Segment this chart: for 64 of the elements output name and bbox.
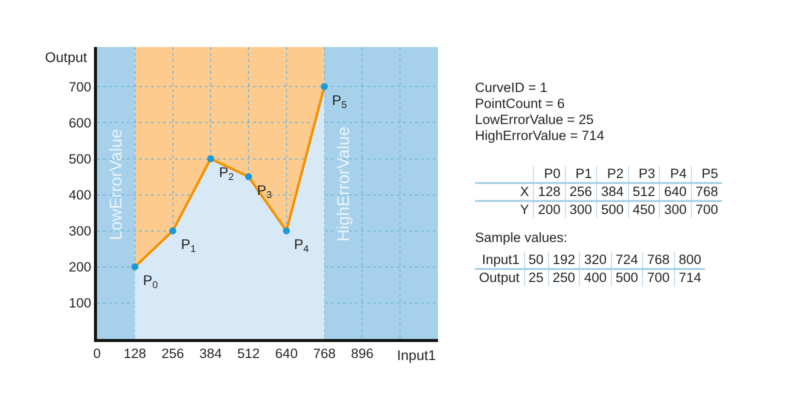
x-tick-label: 512 [237, 346, 260, 362]
x-tick-label: 128 [124, 346, 146, 362]
text: P0 [534, 166, 566, 183]
text: 25 [524, 269, 548, 286]
text: 500 [596, 201, 628, 218]
annotation: P$_{0}$ [143, 272, 158, 291]
text: 800 [674, 252, 706, 269]
y-tick-label: 400 [68, 188, 92, 203]
text: 200 [534, 201, 566, 218]
text: 400 [580, 269, 612, 286]
annotation: P$_{1}$ [181, 236, 196, 255]
text: 700 [642, 269, 674, 286]
y-tick-label: 600 [68, 115, 92, 130]
x-tick-label: 768 [313, 346, 336, 362]
x-axis-title: Input1 [397, 347, 436, 363]
text: P3 [628, 166, 660, 183]
x-tick-label: 384 [199, 346, 222, 362]
text: Input1 [475, 252, 524, 269]
text: P5 [691, 166, 722, 183]
text: P1 [565, 166, 597, 183]
text: 714 [674, 269, 706, 286]
annotation: P$_{5}$ [332, 92, 348, 111]
y-tick-label: 200 [68, 260, 92, 275]
y-tick-label: 500 [68, 151, 92, 166]
text: 640 [660, 183, 692, 201]
text: 320 [580, 252, 612, 269]
text: 250 [548, 269, 580, 286]
text: Output [478, 269, 521, 286]
text: HighErrorValue = 714 [475, 128, 606, 144]
text: 700 [691, 201, 722, 218]
text: 192 [548, 252, 580, 269]
text: CurveID = 1 [475, 80, 548, 96]
y-axis-title: Output [45, 49, 88, 65]
text: PointCount = 6 [475, 96, 566, 112]
y-tick-label: 700 [68, 79, 92, 94]
annotation: P$_{4}$ [294, 236, 310, 255]
text: 50 [524, 252, 548, 269]
y-tick-label: 100 [68, 296, 92, 311]
text: 256 [565, 183, 597, 201]
x-tick-label: 640 [275, 346, 298, 362]
text: X [475, 183, 534, 201]
text: 300 [565, 201, 597, 218]
text: Sample values: [475, 230, 568, 246]
text: 300 [660, 201, 692, 218]
x-tick-label: 0 [93, 346, 101, 362]
text: Y [518, 201, 530, 218]
text: 450 [628, 201, 660, 218]
text: P4 [660, 166, 692, 183]
text: 724 [611, 252, 643, 269]
band-label: LowErrorValue [106, 128, 126, 240]
text: 768 [691, 183, 722, 201]
text: 128 [534, 183, 566, 201]
x-tick-label: 256 [162, 346, 184, 362]
annotation: P$_{2}$ [219, 164, 234, 183]
annotation: P$_{3}$ [257, 182, 272, 201]
text: P2 [596, 166, 628, 183]
x-tick-label: 896 [350, 346, 374, 362]
band-label: HighErrorValue [334, 126, 354, 242]
text: 512 [628, 183, 660, 201]
text: LowErrorValue = 25 [475, 112, 595, 128]
y-tick-label: 300 [68, 224, 92, 239]
text: 768 [642, 252, 674, 269]
text: 500 [611, 269, 643, 286]
text: 384 [596, 183, 628, 201]
